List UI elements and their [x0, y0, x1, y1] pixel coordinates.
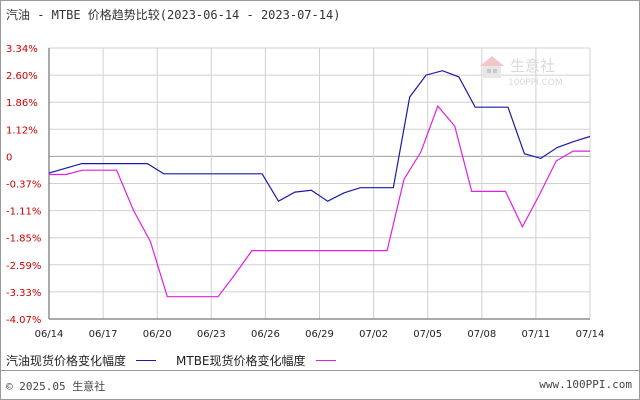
legend-swatch-mtbe — [315, 360, 336, 361]
x-tick-label: 06/26 — [251, 329, 280, 340]
y-tick-label: -2.59% — [6, 261, 41, 272]
x-tick-label: 06/29 — [305, 329, 334, 340]
x-tick-label: 06/20 — [143, 329, 172, 340]
y-tick-label: 2.60% — [6, 71, 38, 82]
watermark-logo: 生意社 100PPI.COM — [480, 56, 563, 88]
chart-legend: 汽油现货价格变化幅度 MTBE现货价格变化幅度 — [6, 352, 356, 369]
y-tick-label: -1.11% — [6, 207, 41, 218]
y-tick-label: 0 — [6, 152, 12, 163]
legend-item-mtbe: MTBE现货价格变化幅度 — [176, 352, 336, 369]
y-tick-label: 1.12% — [6, 125, 38, 136]
footer-copyright: © 2025.05 生意社 — [6, 380, 106, 393]
watermark-subtext: 100PPI.COM — [508, 78, 563, 88]
legend-swatch-gasoline — [136, 360, 157, 361]
watermark-text: 生意社 — [510, 57, 555, 75]
footer-divider — [0, 370, 640, 371]
legend-label-gasoline: 汽油现货价格变化幅度 — [6, 354, 127, 368]
y-tick-label: -4.07% — [6, 315, 41, 326]
y-tick-label: 1.86% — [6, 98, 38, 109]
y-tick-label: 3.34% — [6, 44, 38, 55]
legend-label-mtbe: MTBE现货价格变化幅度 — [176, 354, 306, 368]
x-tick-label: 07/05 — [413, 329, 442, 340]
x-tick-label: 06/17 — [89, 329, 118, 340]
x-tick-label: 07/11 — [521, 329, 550, 340]
series-line-gasoline — [48, 70, 591, 203]
y-tick-label: -1.85% — [6, 234, 41, 245]
x-tick-label: 07/08 — [467, 329, 496, 340]
x-tick-label: 07/02 — [359, 329, 388, 340]
footer-site-link[interactable]: www.100PPI.com — [539, 378, 632, 391]
y-tick-label: -3.33% — [6, 288, 41, 299]
x-tick-label: 06/14 — [35, 329, 64, 340]
series-line-mtbe — [49, 104, 590, 298]
chart-title: 汽油 - MTBE 价格趋势比较(2023-06-14 - 2023-07-14… — [6, 8, 341, 22]
legend-item-gasoline: 汽油现货价格变化幅度 — [6, 352, 157, 369]
x-tick-label: 07/14 — [576, 329, 605, 340]
x-tick-label: 06/23 — [197, 329, 226, 340]
y-tick-label: -0.37% — [6, 180, 41, 191]
